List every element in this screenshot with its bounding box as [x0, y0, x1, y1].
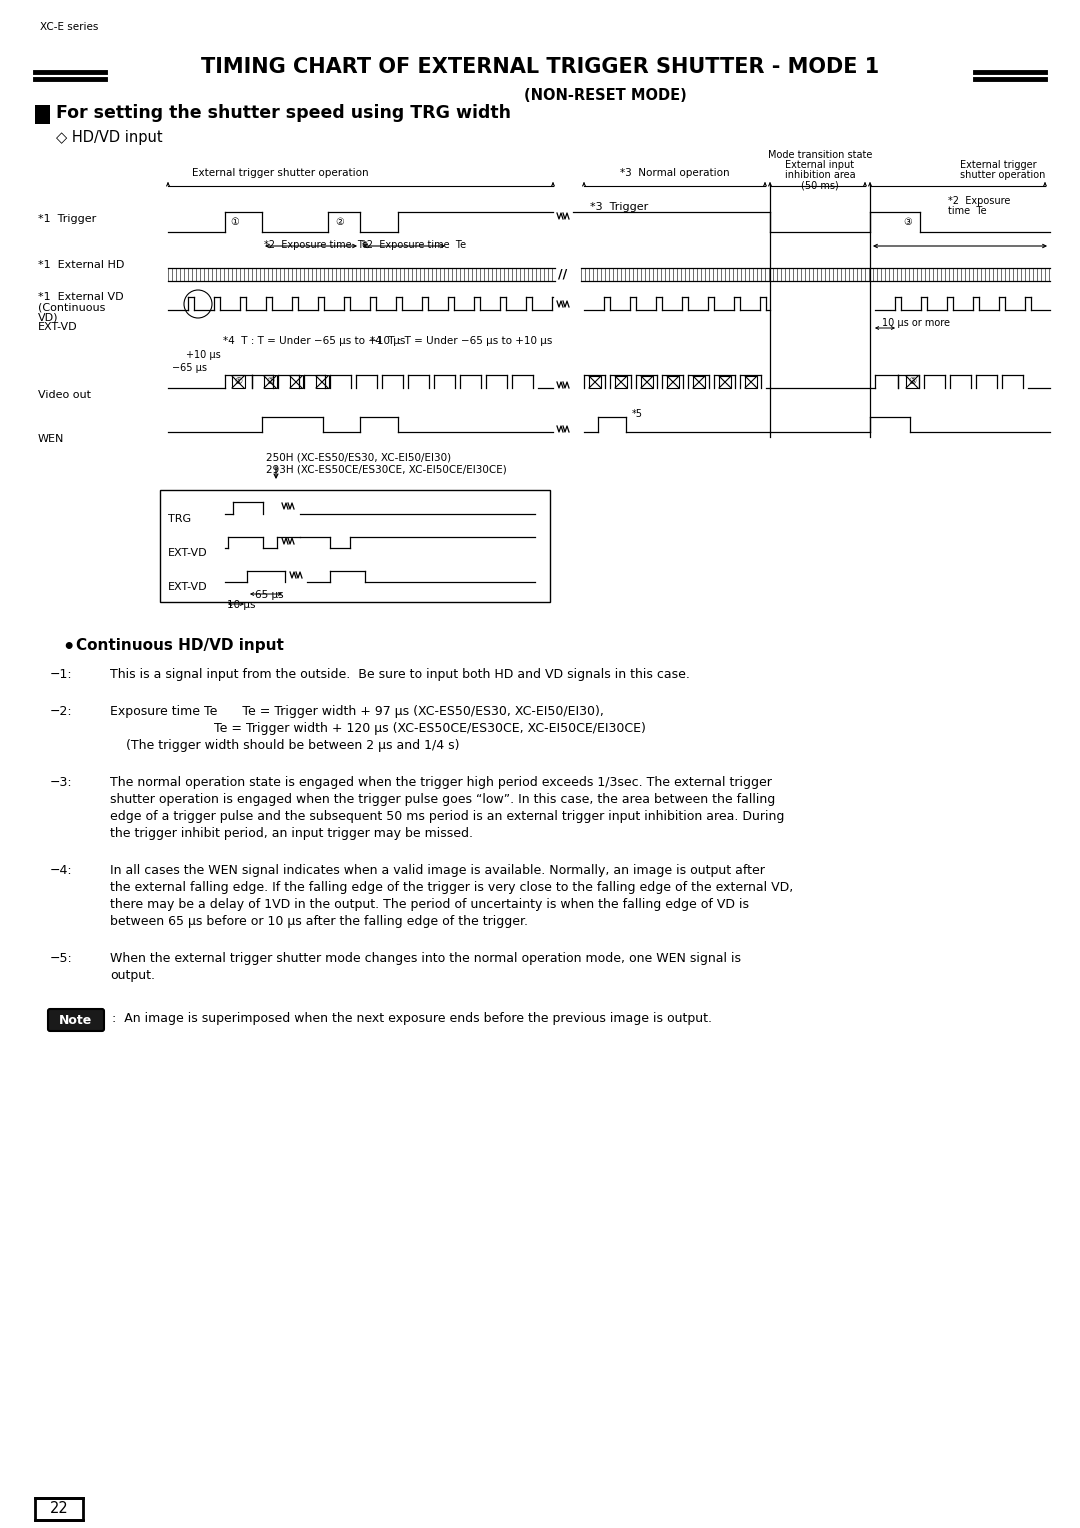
Text: *1  Trigger: *1 Trigger — [38, 214, 96, 225]
Text: EXT-VD: EXT-VD — [38, 322, 78, 332]
Text: *3  Trigger: *3 Trigger — [590, 202, 648, 212]
Text: TIMING CHART OF EXTERNAL TRIGGER SHUTTER - MODE 1: TIMING CHART OF EXTERNAL TRIGGER SHUTTER… — [201, 57, 879, 76]
Bar — [589, 376, 600, 388]
Text: EXT-VD: EXT-VD — [168, 582, 207, 591]
Bar — [642, 376, 653, 388]
Text: *2  Exposure time  Te: *2 Exposure time Te — [362, 240, 467, 251]
Text: −1:: −1: — [50, 668, 72, 681]
Text: 65 μs: 65 μs — [255, 590, 284, 601]
Text: there may be a delay of 1VD in the output. The period of uncertainty is when the: there may be a delay of 1VD in the outpu… — [110, 898, 750, 911]
Bar — [232, 374, 245, 388]
Text: External trigger: External trigger — [960, 160, 1037, 170]
Text: *1  External HD: *1 External HD — [38, 260, 124, 270]
Text: output.: output. — [110, 969, 156, 983]
Text: This is a signal input from the outside.  Be sure to input both HD and VD signal: This is a signal input from the outside.… — [110, 668, 690, 681]
Text: shutter operation: shutter operation — [960, 170, 1045, 180]
Bar — [615, 376, 627, 388]
Text: −4:: −4: — [50, 863, 72, 877]
Bar — [745, 376, 757, 388]
Text: *1  External VD: *1 External VD — [38, 292, 123, 303]
Bar — [35, 1497, 83, 1520]
Text: In all cases the WEN signal indicates when a valid image is available. Normally,: In all cases the WEN signal indicates wh… — [110, 863, 765, 877]
Text: time  Te: time Te — [948, 206, 987, 215]
Text: (Continuous: (Continuous — [38, 303, 106, 312]
Text: 10 μs or more: 10 μs or more — [882, 318, 950, 329]
Text: 10 μs: 10 μs — [227, 601, 256, 610]
Text: •: • — [62, 639, 75, 657]
Text: TRG: TRG — [168, 513, 191, 524]
Text: *3  Normal operation: *3 Normal operation — [620, 168, 730, 177]
Text: External trigger shutter operation: External trigger shutter operation — [191, 168, 368, 177]
Text: External input: External input — [785, 160, 854, 170]
Text: Video out: Video out — [38, 390, 91, 400]
Text: ①: ① — [234, 377, 242, 387]
Text: between 65 μs before or 10 μs after the falling edge of the trigger.: between 65 μs before or 10 μs after the … — [110, 915, 528, 927]
Text: 22: 22 — [50, 1500, 68, 1516]
Text: XC-E series: XC-E series — [40, 21, 98, 32]
Text: *2  Exposure time  Te: *2 Exposure time Te — [264, 240, 368, 251]
Text: WEN: WEN — [38, 434, 65, 445]
Text: Mode transition state: Mode transition state — [768, 150, 873, 160]
Text: 250H (XC-ES50/ES30, XC-EI50/EI30): 250H (XC-ES50/ES30, XC-EI50/EI30) — [266, 452, 451, 461]
Text: ①: ① — [231, 217, 240, 228]
Text: *2  Exposure: *2 Exposure — [948, 196, 1011, 206]
Text: The normal operation state is engaged when the trigger high period exceeds 1/3se: The normal operation state is engaged wh… — [110, 776, 772, 788]
Text: 293H (XC-ES50CE/ES30CE, XC-EI50CE/EI30CE): 293H (XC-ES50CE/ES30CE, XC-EI50CE/EI30CE… — [266, 465, 507, 474]
Bar — [160, 490, 550, 602]
Bar — [667, 376, 679, 388]
FancyBboxPatch shape — [48, 1008, 104, 1031]
Text: For setting the shutter speed using TRG width: For setting the shutter speed using TRG … — [56, 104, 511, 122]
Text: Te = Trigger width + 120 μs (XC-ES50CE/ES30CE, XC-EI50CE/EI30CE): Te = Trigger width + 120 μs (XC-ES50CE/E… — [110, 723, 646, 735]
Text: VD): VD) — [38, 312, 58, 322]
Text: −5:: −5: — [50, 952, 72, 966]
Bar — [719, 376, 731, 388]
Text: //: // — [558, 267, 568, 281]
Text: (The trigger width should be between 2 μs and 1/4 s): (The trigger width should be between 2 μ… — [110, 740, 459, 752]
Text: inhibition area: inhibition area — [785, 170, 855, 180]
Text: shutter operation is engaged when the trigger pulse goes “low”. In this case, th: shutter operation is engaged when the tr… — [110, 793, 775, 805]
Text: −2:: −2: — [50, 704, 72, 718]
Text: the trigger inhibit period, an input trigger may be missed.: the trigger inhibit period, an input tri… — [110, 827, 473, 840]
Text: ③: ③ — [904, 217, 913, 228]
Text: *4  T : T = Under −65 μs to +10 μs: *4 T : T = Under −65 μs to +10 μs — [370, 336, 552, 345]
Bar — [264, 374, 276, 388]
Text: ◇ HD/VD input: ◇ HD/VD input — [56, 130, 163, 145]
Text: Exposure time Te  Te = Trigger width + 97 μs (XC-ES50/ES30, XC-EI50/EI30),: Exposure time Te Te = Trigger width + 97… — [110, 704, 604, 718]
Bar — [35, 105, 50, 124]
Text: When the external trigger shutter mode changes into the normal operation mode, o: When the external trigger shutter mode c… — [110, 952, 741, 966]
Text: ②: ② — [336, 217, 345, 228]
Text: −65 μs: −65 μs — [172, 364, 207, 373]
Text: (NON-RESET MODE): (NON-RESET MODE) — [524, 89, 687, 102]
Text: ②: ② — [266, 377, 274, 387]
Text: :  An image is superimposed when the next exposure ends before the previous imag: : An image is superimposed when the next… — [108, 1012, 712, 1025]
Text: ③: ③ — [908, 377, 916, 387]
Text: −3:: −3: — [50, 776, 72, 788]
Bar — [316, 374, 329, 388]
Text: (50 ms): (50 ms) — [801, 180, 839, 189]
Text: Continuous HD/VD input: Continuous HD/VD input — [76, 639, 284, 652]
Bar — [291, 374, 303, 388]
Bar — [906, 374, 919, 388]
Text: the external falling edge. If the falling edge of the trigger is very close to t: the external falling edge. If the fallin… — [110, 882, 793, 894]
Text: *5: *5 — [632, 410, 643, 419]
Text: EXT-VD: EXT-VD — [168, 549, 207, 558]
Text: edge of a trigger pulse and the subsequent 50 ms period is an external trigger i: edge of a trigger pulse and the subseque… — [110, 810, 784, 824]
Text: Note: Note — [59, 1015, 93, 1027]
Text: +10 μs: +10 μs — [186, 350, 220, 361]
Bar — [693, 376, 705, 388]
Text: *4  T : T = Under −65 μs to +10 μs: *4 T : T = Under −65 μs to +10 μs — [222, 336, 405, 345]
